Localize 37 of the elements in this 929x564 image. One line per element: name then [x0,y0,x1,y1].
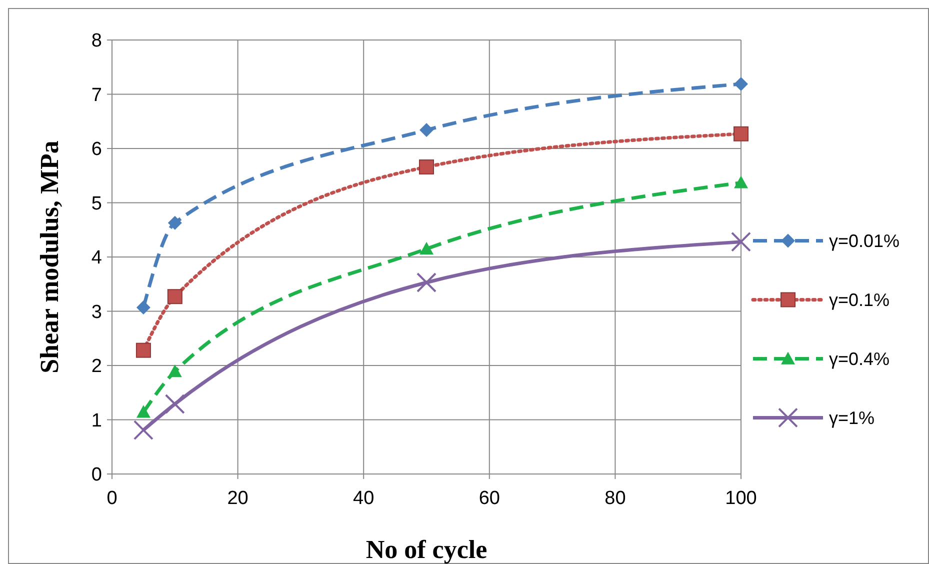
y-tick-label: 0 [91,464,102,486]
point [734,176,748,188]
point [734,126,748,142]
point [167,289,182,304]
legend-label: γ=1% [829,408,875,428]
x-tick-label: 20 [227,488,248,509]
point [136,300,150,314]
x-tick-label: 60 [478,488,500,509]
x-tick-label: 0 [106,488,118,509]
y-tick-label: 7 [91,84,102,106]
point [731,232,751,252]
x-axis-title: No of cycle [366,535,488,564]
point [420,242,434,254]
point [168,364,182,378]
y-tick-label: 6 [91,139,102,160]
x-tick-label: 80 [604,488,626,509]
point [136,342,151,358]
y-axis-title: Shear modulus, MPa [35,140,64,374]
y-tick-label: 8 [91,30,102,52]
x-tick-label: 100 [725,488,757,509]
point [420,123,434,138]
point [168,216,182,230]
y-tick-label: 5 [91,193,102,214]
y-tick-label: 2 [91,356,102,378]
point [164,394,185,414]
point [136,405,150,418]
y-tick-label: 4 [91,248,102,269]
point [734,76,748,91]
legend-label: γ=0.1% [829,290,890,310]
point [133,420,154,440]
point [416,272,436,292]
y-tick-label: 1 [91,410,102,432]
x-tick-label: 40 [353,488,374,509]
legend-label: γ=0.4% [829,349,890,370]
y-tick-label: 3 [91,302,102,323]
legend-label: γ=0.01% [829,231,900,252]
point [419,159,434,174]
